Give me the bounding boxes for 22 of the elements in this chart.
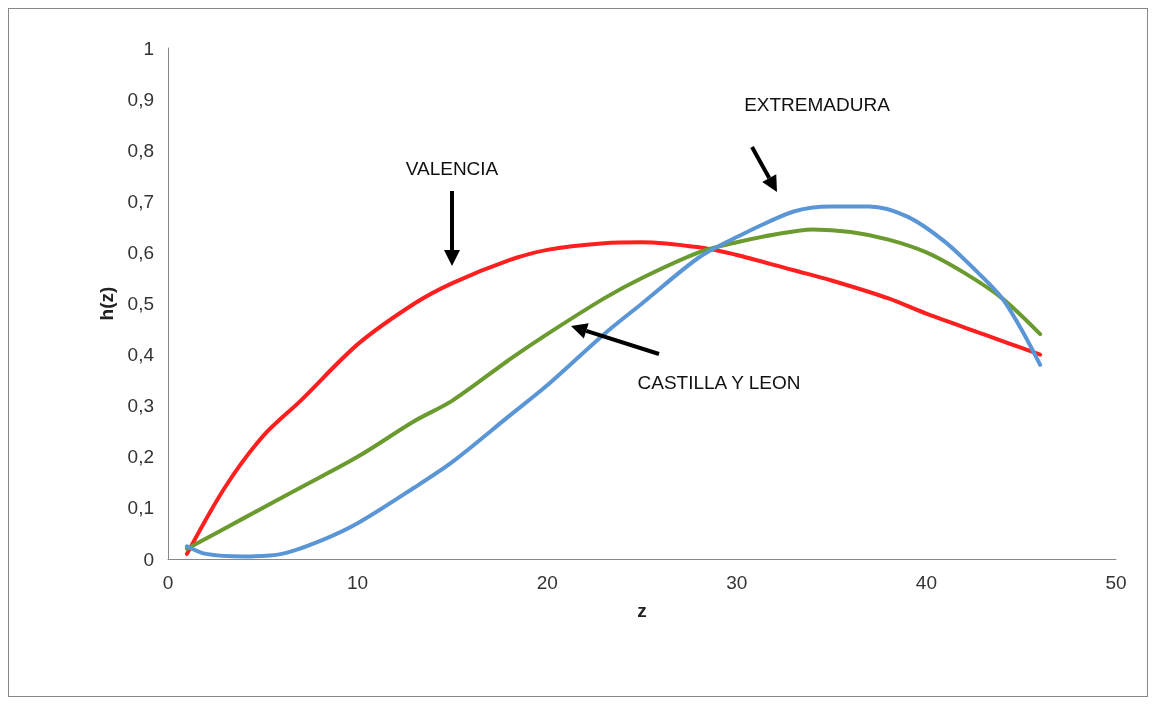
x-tick-label: 0 [162,572,174,593]
y-tick-label: 0,7 [127,190,154,212]
annotation: EXTREMADURA [744,94,891,115]
y-tick-label: 0 [143,548,154,570]
annotation: CASTILLA Y LEON [637,372,801,393]
y-tick-label: 0,9 [127,88,154,110]
y-tick-label: 0,5 [127,293,154,314]
x-tick-label: 30 [726,572,748,593]
y-tick-label: 0,8 [127,139,154,161]
x-tick-label: 10 [347,572,369,593]
y-tick-label: 0,6 [127,241,154,263]
x-tick-label: 50 [1105,572,1127,593]
x-axis-title: z [637,600,647,621]
x-tick-label: 20 [536,572,558,593]
y-tick-label: 0,1 [127,497,154,519]
y-axis-title: h(z) [96,286,117,321]
x-tick-label: 40 [915,572,937,593]
y-tick-label: 1 [143,37,154,59]
y-tick-label: 0,3 [127,395,154,417]
annotation: VALENCIA [405,158,499,179]
y-tick-label: 0,4 [127,344,155,366]
y-tick-label: 0,2 [127,446,154,468]
